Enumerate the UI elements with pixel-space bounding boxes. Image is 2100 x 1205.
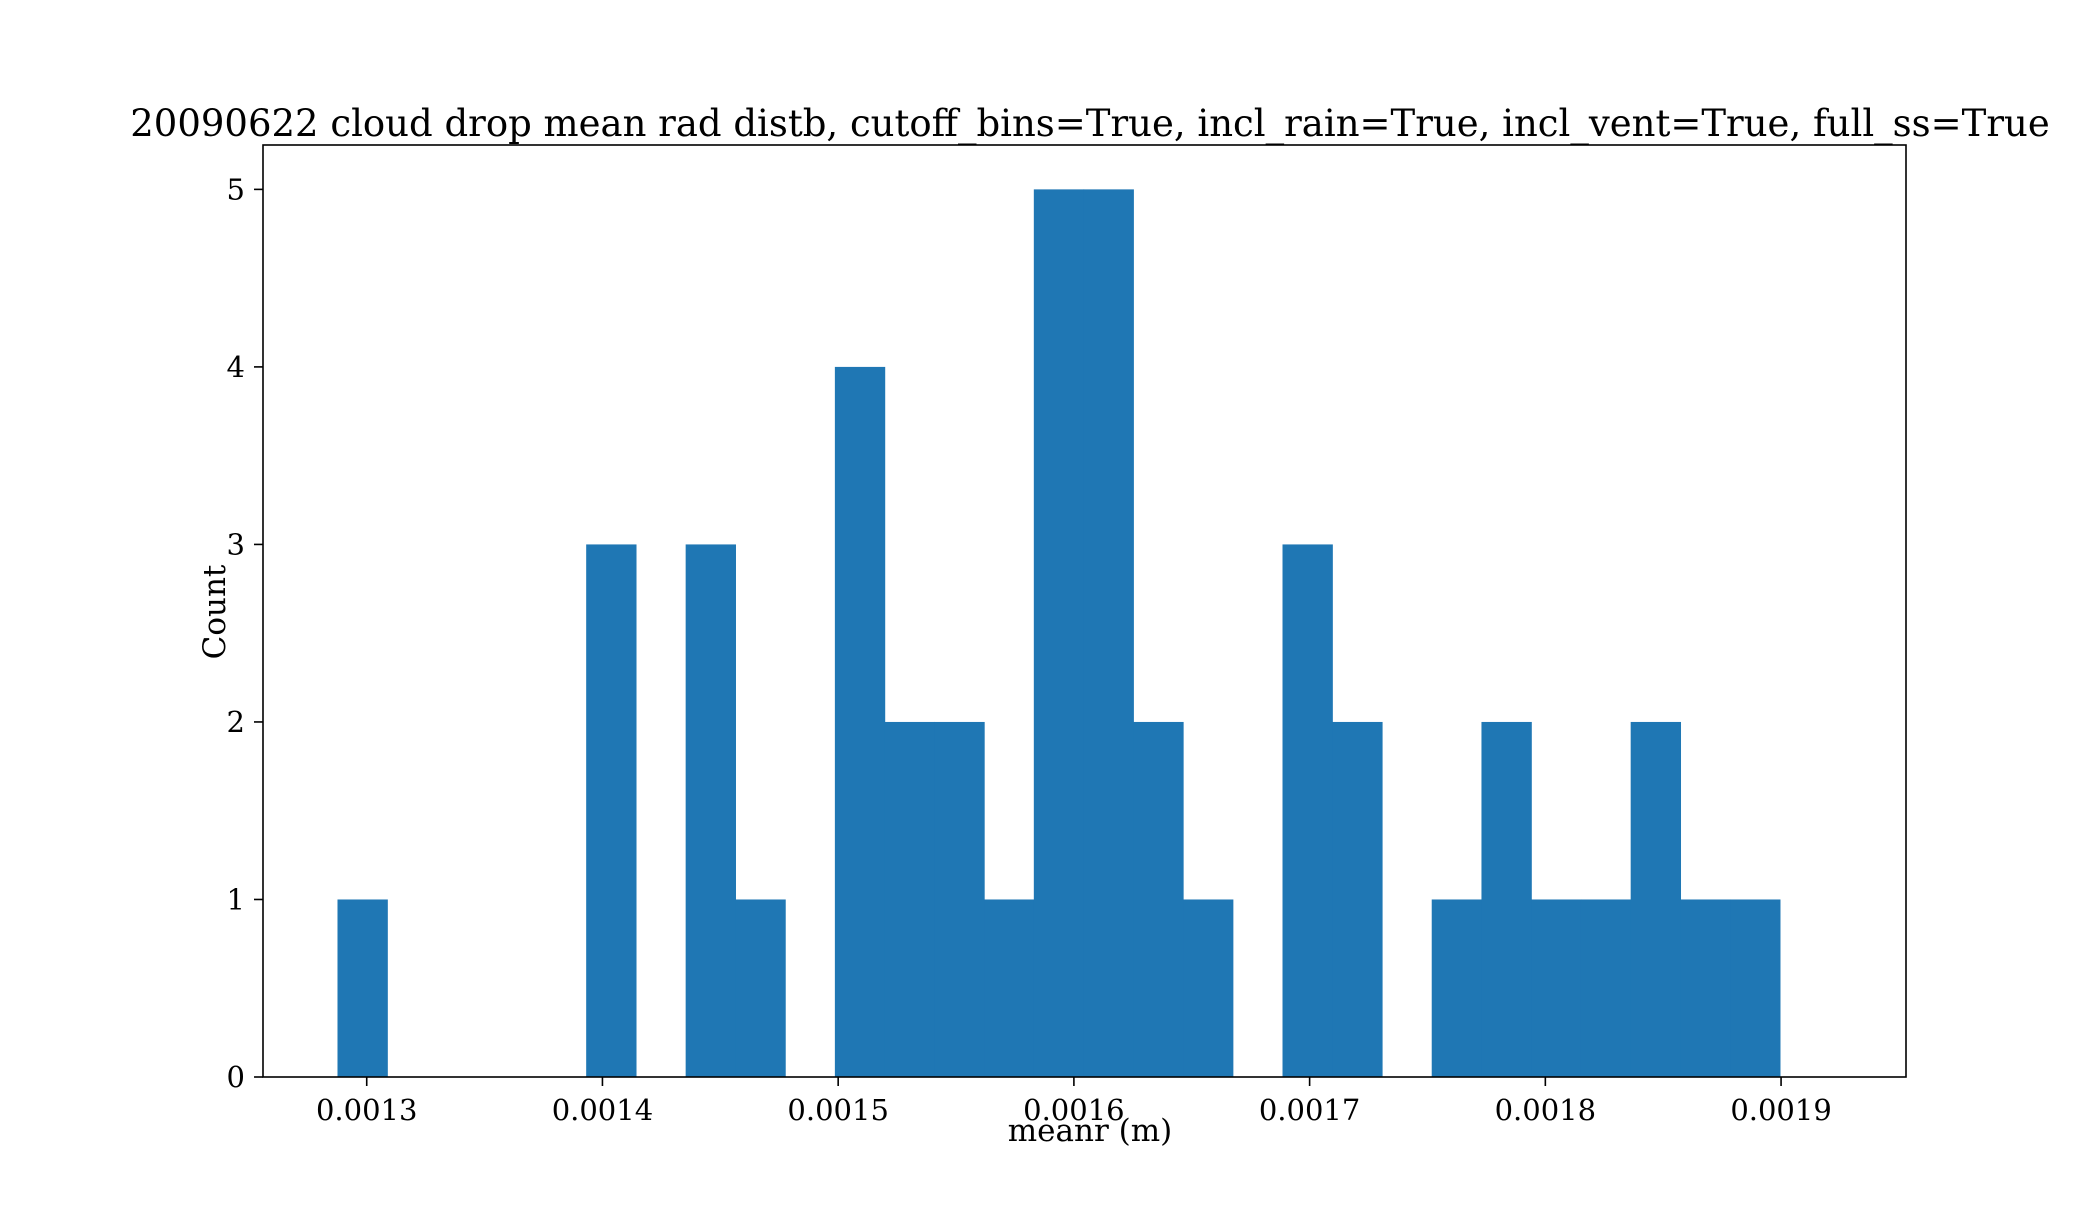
y-tick-label: 0 — [227, 1060, 245, 1094]
y-tick-label: 3 — [227, 527, 245, 561]
histogram-bar — [1282, 544, 1333, 1077]
plot-frame — [262, 144, 1907, 1078]
y-tick-label: 2 — [227, 705, 245, 739]
x-tick-label: 0.0017 — [1259, 1093, 1360, 1127]
histogram-bar — [1183, 899, 1234, 1077]
x-tick-label: 0.0015 — [787, 1093, 888, 1127]
histogram-bar — [685, 544, 736, 1077]
histogram-bar — [337, 899, 388, 1077]
histogram-bar — [586, 544, 637, 1077]
y-tick-label: 1 — [227, 882, 245, 916]
chart-title: 20090622 cloud drop mean rad distb, cuto… — [130, 102, 2049, 146]
histogram-bar — [1531, 899, 1582, 1077]
y-tick-label: 4 — [227, 350, 245, 384]
histogram-bar — [1680, 899, 1731, 1077]
histogram-bar — [1630, 721, 1682, 1077]
histogram-bar — [934, 721, 985, 1077]
histogram-bar — [1481, 721, 1532, 1077]
y-tick-label: 5 — [227, 172, 245, 206]
ticks-layer: 0.0013 0.0014 0.0015 0.0016 0.0017 0.0018 0.00… — [227, 172, 1832, 1127]
y-axis-label: Count — [197, 564, 233, 659]
histogram-bar — [1083, 189, 1134, 1077]
histogram-bar — [834, 366, 886, 1077]
x-tick-label: 0.0013 — [316, 1093, 417, 1127]
histogram-bar — [1431, 899, 1483, 1077]
histogram-bar — [1730, 899, 1781, 1077]
x-tick-label: 0.0016 — [1023, 1093, 1124, 1127]
x-tick-label: 0.0018 — [1495, 1093, 1596, 1127]
histogram-bar — [1133, 721, 1184, 1077]
histogram-bar — [884, 721, 935, 1077]
x-tick-label: 0.0014 — [552, 1093, 653, 1127]
histogram-bar — [1033, 189, 1085, 1077]
histogram-bar — [984, 899, 1035, 1077]
histogram-bar — [1332, 721, 1383, 1077]
histogram-bar — [735, 899, 786, 1077]
x-tick-label: 0.0019 — [1730, 1093, 1831, 1127]
bars-layer — [337, 189, 1781, 1077]
axes-layer — [262, 144, 1907, 1078]
x-axis-label: meanr (m) — [1008, 1113, 1172, 1149]
histogram-bar — [1580, 899, 1632, 1077]
